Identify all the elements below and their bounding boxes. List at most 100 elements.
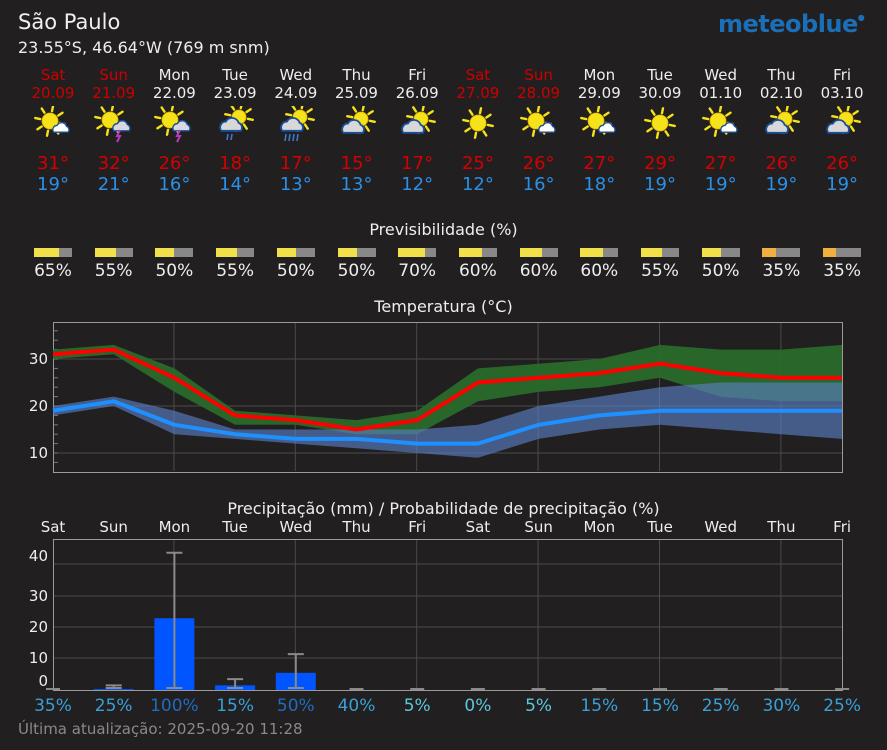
- cloud-sun-icon: [812, 102, 872, 148]
- day-date: 21.09: [92, 84, 136, 102]
- day-name: Sat: [465, 66, 491, 84]
- cloud-sun-icon: [327, 102, 387, 148]
- precip-day-label: Tue: [222, 518, 248, 536]
- day-name: Tue: [222, 66, 248, 84]
- sun-with-small-cloud-icon: [691, 102, 751, 148]
- day-column[interactable]: Mon 29.09 27° 18°: [569, 66, 629, 195]
- day-column[interactable]: Wed 01.10 27° 19°: [691, 66, 751, 195]
- precip-probability: 25%: [701, 696, 740, 716]
- sun-with-small-cloud-icon: [509, 102, 569, 148]
- predictability-percent: 35%: [823, 261, 861, 281]
- day-date: 22.09: [152, 84, 196, 102]
- precip-probability: 35%: [34, 696, 72, 716]
- cloud-sun-rain-icon: [266, 102, 326, 148]
- precip-day-label: Sat: [465, 518, 491, 536]
- predictability-bar: [641, 248, 679, 257]
- precip-day-label: Thu: [767, 518, 796, 536]
- day-column[interactable]: Sun 21.09 32° 21°: [84, 66, 144, 195]
- max-temperature: 17°: [279, 153, 312, 174]
- day-column[interactable]: Sun 28.09 26° 16°: [509, 66, 569, 195]
- min-temperature: 21°: [97, 174, 130, 195]
- min-temperature: 19°: [644, 174, 676, 195]
- min-temperature: 13°: [340, 174, 373, 195]
- precip-probability: 15%: [641, 696, 679, 716]
- sun-cloud-thunderstorm-icon: [144, 102, 204, 148]
- min-temperature: 13°: [279, 174, 312, 195]
- precip-ytick-10: 10: [28, 649, 48, 667]
- day-date: 23.09: [213, 84, 257, 102]
- precip-day-label: Fri: [833, 518, 852, 536]
- precip-probability: 50%: [276, 696, 315, 716]
- predictability-title: Previsibilidade (%): [369, 220, 518, 239]
- sun-with-small-cloud-icon: [23, 102, 83, 148]
- day-column[interactable]: Tue 30.09 29° 19°: [630, 66, 690, 195]
- day-date: 01.10: [699, 84, 743, 102]
- predictability-bar: [823, 248, 862, 257]
- precip-probability: 30%: [762, 696, 801, 716]
- day-column[interactable]: Fri 03.10 26° 19°: [812, 66, 872, 195]
- predictability-percent: 50%: [701, 261, 740, 281]
- meteoblue-logo[interactable]: meteoblue●: [718, 10, 865, 38]
- day-name: Wed: [279, 66, 313, 84]
- predictability-percent: 55%: [641, 261, 679, 281]
- predictability-percent: 55%: [94, 261, 133, 281]
- max-temperature: 18°: [219, 153, 252, 174]
- predictability-bar: [155, 248, 194, 257]
- predictability-bar: [34, 248, 72, 257]
- temperature-plot-area: [53, 322, 843, 473]
- precip-ytick-30: 30: [28, 587, 48, 605]
- precip-day-label: Thu: [342, 518, 371, 536]
- predictability-percent: 50%: [276, 261, 315, 281]
- day-name: Fri: [833, 66, 852, 84]
- precip-probability: 0%: [464, 696, 492, 716]
- predictability-percent: 65%: [34, 261, 72, 281]
- predictability-bar: [701, 248, 740, 257]
- day-date: 26.09: [395, 84, 439, 102]
- day-column[interactable]: Tue 23.09 18° 14°: [205, 66, 265, 195]
- day-date: 29.09: [577, 84, 621, 102]
- day-column[interactable]: Fri 26.09 17° 12°: [387, 66, 447, 195]
- predictability-percent: 60%: [458, 261, 497, 281]
- day-date: 28.09: [517, 84, 561, 102]
- predictability-bar: [398, 248, 437, 257]
- sun-with-small-cloud-icon: [569, 102, 629, 148]
- day-column[interactable]: Mon 22.09 26° 16°: [144, 66, 204, 195]
- max-temperature: 15°: [340, 153, 373, 174]
- min-temperature: 19°: [826, 174, 859, 195]
- sun-icon: [630, 102, 690, 148]
- precip-day-label: Mon: [158, 518, 191, 536]
- precip-day-label: Wed: [704, 518, 738, 536]
- location-title: São Paulo: [18, 10, 121, 34]
- precip-day-label: Tue: [647, 518, 673, 536]
- predictability-bar: [458, 248, 497, 257]
- sun-cloud-thunderstorm-icon: [84, 102, 144, 148]
- max-temperature: 27°: [583, 153, 616, 174]
- precip-day-label: Wed: [279, 518, 313, 536]
- max-temperature: 26°: [522, 153, 555, 174]
- precip-day-label: Sun: [99, 518, 128, 536]
- temp-ytick-20: 20: [28, 397, 48, 415]
- precip-probability: 25%: [823, 696, 861, 716]
- day-name: Mon: [158, 66, 191, 84]
- day-date: 27.09: [456, 84, 500, 102]
- day-column[interactable]: Thu 25.09 15° 13°: [327, 66, 387, 195]
- precipitation-plot-area: [53, 539, 843, 691]
- temp-ytick-10: 10: [28, 444, 48, 462]
- min-temperature: 16°: [158, 174, 191, 195]
- max-temperature: 31°: [37, 153, 69, 174]
- min-temperature: 18°: [583, 174, 616, 195]
- day-name: Sat: [40, 66, 66, 84]
- day-column[interactable]: Thu 02.10 26° 19°: [751, 66, 811, 195]
- cloud-sun-icon: [751, 102, 811, 148]
- day-column[interactable]: Sat 20.09 31° 19°: [23, 66, 83, 195]
- precip-probability: 100%: [150, 696, 199, 716]
- day-date: 20.09: [31, 84, 75, 102]
- predictability-bar: [580, 248, 619, 257]
- max-temperature: 26°: [826, 153, 859, 174]
- day-column[interactable]: Sat 27.09 25° 12°: [448, 66, 508, 195]
- day-column[interactable]: Wed 24.09 17° 13°: [266, 66, 326, 195]
- max-temperature: 29°: [644, 153, 676, 174]
- min-temperature: 14°: [219, 174, 252, 195]
- predictability-bar: [337, 248, 376, 257]
